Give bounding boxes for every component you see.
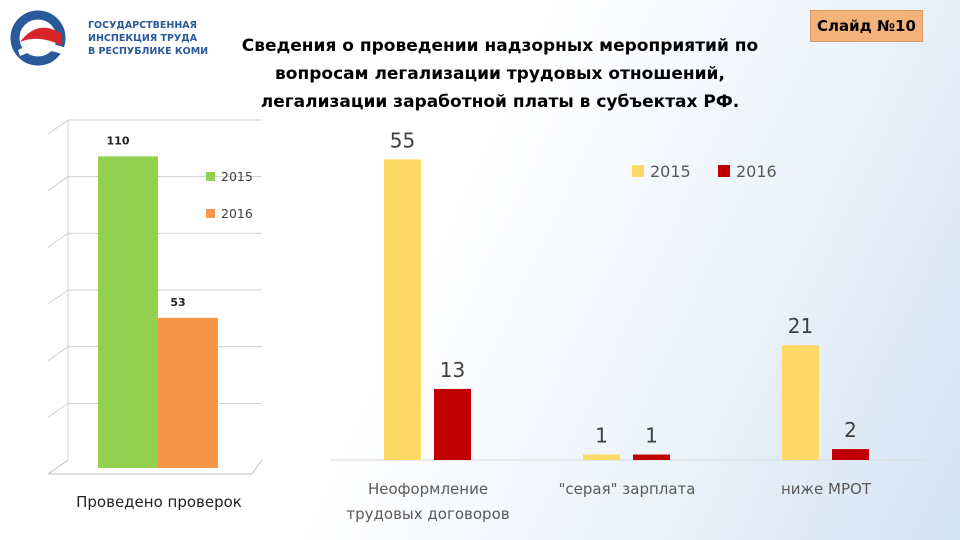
- title-line-2: вопросам легализации трудовых отношений,: [275, 64, 725, 84]
- data-label-2016: 1: [645, 424, 658, 448]
- data-label-2016: 2: [844, 418, 857, 442]
- category-label: Неоформление: [368, 480, 488, 498]
- logo-emblem-icon: [10, 10, 66, 66]
- gridline: [47, 119, 262, 135]
- title-line-3: легализации заработной платы в субъектах…: [260, 92, 740, 112]
- logo-line-2: ИНСПЕКЦИЯ ТРУДА: [88, 33, 198, 44]
- legend-label-2016: 2016: [736, 162, 777, 181]
- bar-2016: [633, 454, 670, 460]
- floor-edge-left: [47, 459, 69, 475]
- slide-number-badge: Слайд №10: [810, 10, 923, 42]
- floor-edge-right: [251, 459, 263, 475]
- data-label-2016: 13: [440, 358, 465, 382]
- bar-2015: [583, 454, 620, 460]
- logo-line-3: В РЕСПУБЛИКЕ КОМИ: [88, 46, 209, 57]
- bar-2015: [98, 156, 158, 469]
- page-title: Сведения о проведении надзорных мероприя…: [220, 32, 780, 116]
- legend-swatch-2016: [718, 165, 730, 177]
- bar-2015: [782, 345, 819, 460]
- data-label-2015: 55: [390, 128, 415, 152]
- category-label: Проведено проверок: [76, 493, 242, 511]
- logo-line-1: ГОСУДАРСТВЕННАЯ: [88, 20, 197, 31]
- legend-swatch-2016: [206, 209, 215, 218]
- bar-2016: [832, 449, 869, 460]
- data-label-2015: 21: [788, 314, 813, 338]
- category-label: трудовых договоров: [346, 505, 509, 523]
- bar-2016: [158, 317, 218, 468]
- category-label: "серая" зарплата: [559, 480, 696, 498]
- legend-swatch-2015: [206, 172, 215, 181]
- data-label-2016: 53: [170, 296, 185, 309]
- legend-swatch-2015: [632, 165, 644, 177]
- data-label-2015: 110: [107, 134, 130, 147]
- bar-2015: [384, 159, 421, 461]
- title-line-1: Сведения о проведении надзорных мероприя…: [241, 36, 759, 56]
- bar-2016: [434, 388, 471, 460]
- category-label: ниже МРОТ: [781, 480, 872, 498]
- legend-label-2015: 2015: [221, 169, 253, 184]
- data-label-2015: 1: [595, 424, 608, 448]
- logo: ГОСУДАРСТВЕННАЯ ИНСПЕКЦИЯ ТРУДА В РЕСПУБ…: [10, 8, 210, 68]
- legend-label-2015: 2015: [650, 162, 691, 181]
- legend-label-2016: 2016: [221, 206, 253, 221]
- logo-text: ГОСУДАРСТВЕННАЯ ИНСПЕКЦИЯ ТРУДА В РЕСПУБ…: [88, 19, 208, 58]
